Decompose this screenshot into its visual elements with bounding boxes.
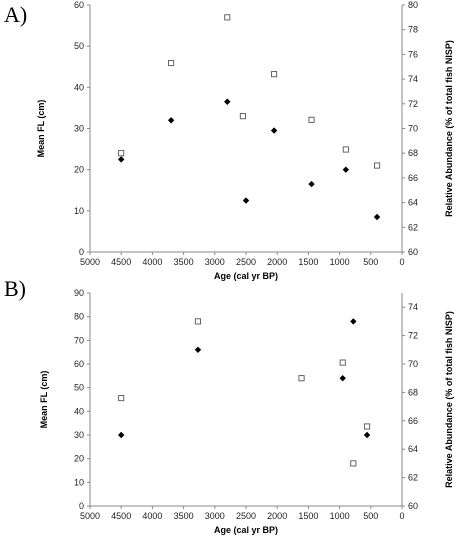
- charta-x-tick-label: 1500: [298, 257, 318, 267]
- charta-y-tick-label: 40: [74, 82, 84, 92]
- chartb-square-point: [118, 395, 125, 402]
- charta-square-point: [118, 150, 125, 157]
- chartb-y-tick-label: 60: [74, 359, 84, 369]
- chartb-y-tick-label: 70: [74, 335, 84, 345]
- charta-x-tick-label: 5000: [80, 257, 100, 267]
- charta-diamond-point: [373, 213, 381, 221]
- chartb-x-tick-label: 3000: [205, 511, 225, 521]
- chartb-y2-title: Relative Abundance (% of total fish NISP…: [444, 311, 454, 488]
- charta-y2-tick-label: 76: [408, 49, 418, 59]
- chartb-y-tick-label: 10: [74, 477, 84, 487]
- charta-y2-tick-label: 80: [408, 0, 418, 10]
- chartb-x-tick-label: 1500: [298, 511, 318, 521]
- charta-y-tick-label: 0: [79, 247, 84, 257]
- chartb-x-tick-label: 3500: [174, 511, 194, 521]
- charta-x-tick-label: 500: [363, 257, 378, 267]
- chartb-y2-tick-label: 68: [408, 387, 418, 397]
- charta-y2-tick-label: 70: [408, 124, 418, 134]
- charta-x-tick-label: 3500: [174, 257, 194, 267]
- charta-diamond-point: [118, 156, 125, 163]
- chartb-square-point: [339, 359, 346, 366]
- chartb-x-tick-label: 2000: [267, 511, 287, 521]
- chartb-square-point: [350, 460, 357, 467]
- charta-y-tick-label: 10: [74, 206, 84, 216]
- chartb-y2-tick-label: 74: [408, 302, 418, 312]
- charta-y2-tick-label: 78: [408, 25, 418, 35]
- chartb-x-tick-label: 5000: [80, 511, 100, 521]
- chartb-diamond-point: [339, 375, 346, 382]
- charta-y2-tick-label: 72: [408, 99, 418, 109]
- charta-diamond-point: [224, 98, 231, 105]
- chartb-x-tick-label: 1000: [330, 511, 350, 521]
- chartb-y-tick-label: 0: [79, 501, 84, 511]
- charta-diamond-point: [242, 197, 250, 204]
- chartb-diamond-point: [194, 346, 202, 353]
- chartb-x-tick-label: 2500: [236, 511, 256, 521]
- charta-square-point: [271, 71, 278, 78]
- chartb-y-tick-label: 30: [74, 430, 84, 440]
- chartb-y-tick-label: 20: [74, 454, 84, 464]
- charta-diamond-point: [342, 166, 350, 173]
- charta-y2-tick-label: 60: [408, 247, 418, 257]
- charta-square-point: [168, 59, 175, 67]
- charta-y2-tick-label: 66: [408, 173, 418, 183]
- charta-y2-tick-label: 74: [408, 74, 418, 84]
- chartb-y2-tick-label: 72: [408, 331, 418, 341]
- chartb-y2-tick-label: 70: [408, 359, 418, 369]
- chartb-y-tick-label: 50: [74, 383, 84, 393]
- charta-y-tick-label: 30: [74, 124, 84, 134]
- chartb-square-point: [364, 423, 371, 430]
- charta-y2-tick-label: 62: [408, 222, 418, 232]
- chartb-diamond-point: [363, 431, 371, 439]
- charta-x-tick-label: 3000: [205, 257, 225, 267]
- charta-x-tick-label: 0: [399, 257, 404, 267]
- chartb-y2-tick-label: 62: [408, 473, 418, 483]
- charta-x-tick-label: 1000: [330, 257, 350, 267]
- chartb-y-tick-label: 80: [74, 312, 84, 322]
- chartb-x-tick-label: 0: [399, 511, 404, 521]
- charta-y-tick-label: 60: [74, 0, 84, 10]
- panel-b-label: B): [4, 276, 26, 301]
- chartb-x-tick-label: 4500: [111, 511, 131, 521]
- charta-diamond-point: [167, 117, 175, 124]
- chartb-square-point: [298, 375, 305, 382]
- charta-y2-title: Relative Abundance (% of total fish NISP…: [444, 40, 454, 217]
- charta-x-tick-label: 2000: [267, 257, 287, 267]
- charta-y-tick-label: 20: [74, 165, 84, 175]
- charta-square-point: [308, 116, 315, 123]
- charta-square-point: [224, 14, 231, 21]
- charta-square-point: [239, 113, 246, 120]
- chartb-diamond-point: [118, 431, 125, 439]
- chartb-y2-tick-label: 66: [408, 416, 418, 426]
- chartb-y2-tick-label: 60: [408, 501, 418, 511]
- charta-square-point: [342, 146, 349, 153]
- charta-diamond-point: [308, 180, 315, 188]
- chartb-y2-tick-label: 64: [408, 444, 418, 454]
- chartb-y-tick-label: 90: [74, 288, 84, 298]
- charta-square-point: [373, 162, 381, 169]
- charta-x-tick-label: 4500: [111, 257, 131, 267]
- chartb-square-point: [194, 318, 202, 325]
- chartb-x-tick-label: 4000: [142, 511, 162, 521]
- charta-x-tick-label: 2500: [236, 257, 256, 267]
- charta-diamond-point: [270, 127, 278, 134]
- chartb-y-title: Mean FL (cm): [39, 371, 49, 429]
- chartb-x-title: Age (cal yr BP): [214, 525, 278, 535]
- charta-x-title: Age (cal yr BP): [214, 271, 278, 281]
- charta-x-tick-label: 4000: [142, 257, 162, 267]
- charta-y-tick-label: 50: [74, 41, 84, 51]
- chartb-x-tick-label: 500: [363, 511, 378, 521]
- chartb-y-tick-label: 40: [74, 406, 84, 416]
- charta-y2-tick-label: 68: [408, 148, 418, 158]
- panel-a-label: A): [4, 2, 28, 27]
- charta-y-title: Mean FL (cm): [36, 100, 46, 158]
- charta-y2-tick-label: 64: [408, 198, 418, 208]
- chartb-diamond-point: [350, 318, 357, 325]
